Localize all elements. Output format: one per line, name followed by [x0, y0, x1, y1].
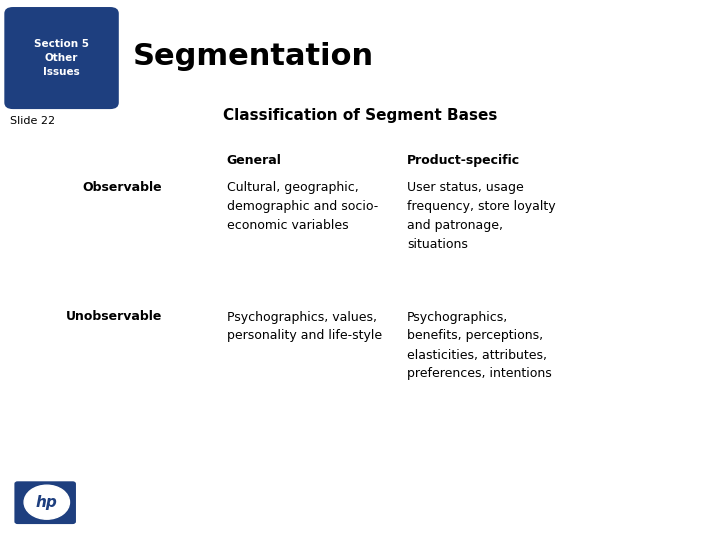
- Text: Cultural, geographic,
demographic and socio-
economic variables: Cultural, geographic, demographic and so…: [227, 181, 378, 232]
- Text: General: General: [227, 154, 282, 167]
- FancyBboxPatch shape: [4, 7, 119, 109]
- Text: hp: hp: [36, 495, 58, 510]
- Text: Product-specific: Product-specific: [407, 154, 520, 167]
- Text: Segmentation: Segmentation: [133, 42, 374, 71]
- Circle shape: [24, 485, 69, 519]
- Text: Section 5
Other
Issues: Section 5 Other Issues: [34, 39, 89, 77]
- Text: Psychographics, values,
personality and life-style: Psychographics, values, personality and …: [227, 310, 382, 342]
- Text: Unobservable: Unobservable: [66, 310, 162, 323]
- Text: Slide 22: Slide 22: [10, 116, 55, 126]
- Text: User status, usage
frequency, store loyalty
and patronage,
situations: User status, usage frequency, store loya…: [407, 181, 555, 251]
- Text: Observable: Observable: [82, 181, 162, 194]
- Text: Classification of Segment Bases: Classification of Segment Bases: [222, 108, 498, 123]
- Text: Psychographics,
benefits, perceptions,
elasticities, attributes,
preferences, in: Psychographics, benefits, perceptions, e…: [407, 310, 552, 381]
- FancyBboxPatch shape: [14, 481, 76, 524]
